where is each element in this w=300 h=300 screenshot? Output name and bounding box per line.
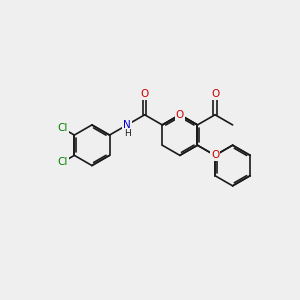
Text: N: N	[123, 120, 131, 130]
Text: O: O	[211, 150, 219, 161]
Text: Cl: Cl	[58, 157, 68, 167]
Text: O: O	[176, 110, 184, 120]
Text: O: O	[141, 89, 149, 100]
Text: O: O	[211, 89, 219, 100]
Text: Cl: Cl	[58, 123, 68, 134]
Text: H: H	[124, 129, 131, 138]
